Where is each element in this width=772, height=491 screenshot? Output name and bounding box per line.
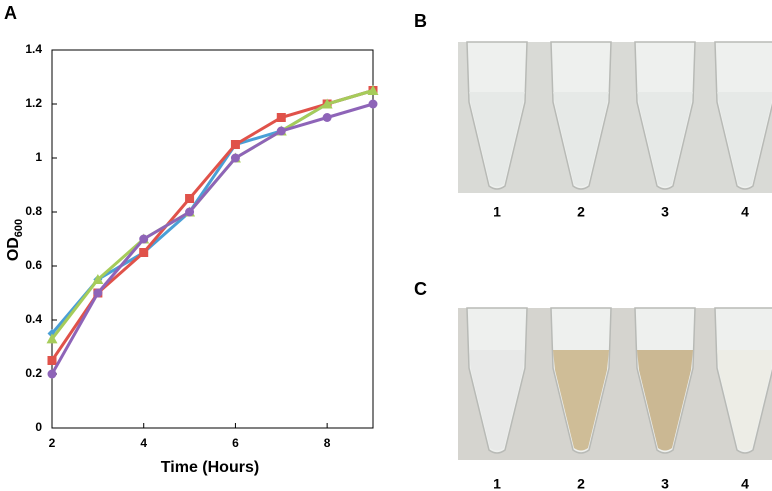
- tube-label: 2: [577, 204, 585, 220]
- marker: [46, 333, 58, 344]
- marker: [230, 153, 240, 163]
- liquid: [469, 350, 525, 451]
- y-tick-label: 0.4: [25, 312, 42, 326]
- y-axis-title-main: OD600: [5, 219, 25, 261]
- liquid: [637, 92, 693, 187]
- panel-label: A: [4, 3, 17, 23]
- tube-label: 4: [741, 476, 749, 491]
- liquid: [717, 92, 772, 187]
- liquid: [717, 350, 772, 451]
- y-tick-label: 0.6: [25, 258, 42, 272]
- marker: [139, 248, 149, 257]
- series-line: [50, 102, 374, 375]
- marker: [276, 126, 286, 136]
- y-tick-label: 0.2: [25, 366, 42, 380]
- marker: [185, 194, 195, 203]
- marker: [368, 99, 378, 109]
- liquid: [469, 92, 525, 187]
- y-label: OD: [5, 237, 22, 261]
- y-axis-title: OD600: [5, 219, 25, 261]
- x-axis-title: Time (Hours): [161, 459, 259, 476]
- series-line: [50, 89, 374, 362]
- x-tick-label: 8: [324, 436, 331, 450]
- liquid: [553, 92, 609, 187]
- tube-label: 1: [493, 204, 501, 220]
- tube-label: 3: [661, 204, 669, 220]
- x-tick-label: 6: [232, 436, 239, 450]
- x-tick-label: 2: [49, 436, 56, 450]
- marker: [47, 356, 57, 365]
- marker: [321, 98, 333, 109]
- marker: [322, 113, 332, 122]
- y-tick-label: 1.2: [25, 96, 42, 110]
- marker: [367, 85, 379, 95]
- marker: [185, 207, 195, 217]
- marker: [92, 274, 104, 284]
- marker: [47, 369, 57, 379]
- y-label-sub: 600: [13, 219, 25, 237]
- tube-label: 2: [577, 476, 585, 491]
- liquid: [637, 350, 693, 451]
- tube-label: 3: [661, 476, 669, 491]
- series-line: [50, 89, 374, 340]
- tube-label: 4: [741, 204, 749, 220]
- marker: [93, 288, 103, 298]
- marker: [230, 140, 240, 149]
- y-tick-label: 1: [35, 150, 42, 164]
- y-tick-label: 1.4: [25, 42, 42, 56]
- panel-label: C: [414, 279, 427, 299]
- plot-frame: [51, 49, 374, 429]
- liquid: [553, 350, 609, 451]
- y-tick-label: 0.8: [25, 204, 42, 218]
- marker: [276, 113, 286, 122]
- y-tick-label: 0: [35, 420, 42, 434]
- marker: [139, 234, 149, 244]
- x-tick-label: 4: [140, 436, 147, 450]
- tube-label: 1: [493, 476, 501, 491]
- panel-label: B: [414, 11, 427, 31]
